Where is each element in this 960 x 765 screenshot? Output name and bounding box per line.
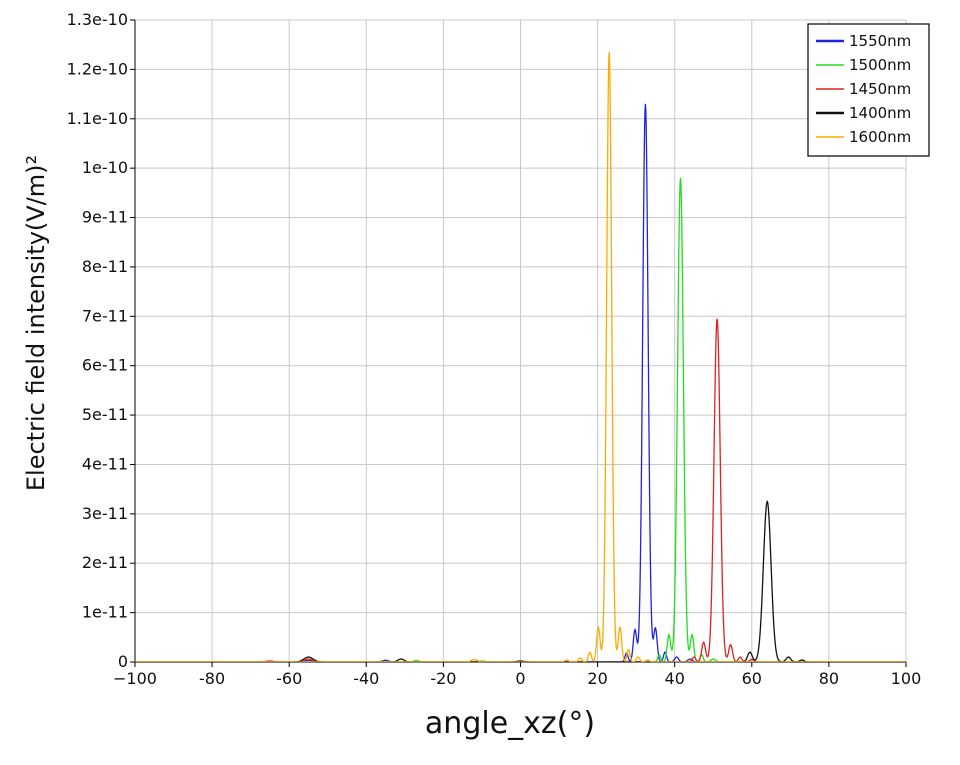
- legend-label: 1400nm: [849, 104, 911, 122]
- x-tick-label: -60: [276, 669, 302, 688]
- x-tick-label: -80: [199, 669, 225, 688]
- legend-box: [807, 23, 930, 157]
- x-tick-label: 80: [819, 669, 839, 688]
- y-tick-label: 0: [118, 652, 128, 671]
- y-tick-label: 2e-11: [82, 553, 128, 572]
- x-tick-label: −100: [113, 669, 157, 688]
- x-tick-label: 60: [742, 669, 762, 688]
- y-tick-label: 4e-11: [82, 454, 128, 473]
- tick-labels: −100 -80 -60 -40 -20 0 20 40 60 80 100 0 1e-11 2e-11 3…: [67, 10, 922, 688]
- legend: 1550nm 1500nm 1450nm 1400nm 1600nm: [807, 23, 930, 157]
- x-tick-label: 40: [665, 669, 685, 688]
- y-tick-label: 5e-11: [82, 405, 128, 424]
- x-tick-label: 20: [587, 669, 607, 688]
- y-tick-label: 9e-11: [82, 208, 128, 227]
- series-line-1400nm: [135, 500, 906, 662]
- y-tick-label: 1e-11: [82, 603, 128, 622]
- y-axis-title: Electric field intensity(V/m)²: [22, 155, 50, 491]
- x-tick-label: -40: [353, 669, 379, 688]
- legend-label: 1600nm: [849, 128, 911, 146]
- y-tick-label: 3e-11: [82, 504, 128, 523]
- y-tick-label: 1.3e-10: [67, 10, 128, 29]
- y-tick-label: 1.1e-10: [67, 109, 128, 128]
- legend-label: 1500nm: [849, 56, 911, 74]
- y-tick-label: 1e-10: [82, 158, 128, 177]
- x-tick-label: 0: [515, 669, 525, 688]
- y-tick-label: 7e-11: [82, 306, 128, 325]
- y-tick-label: 8e-11: [82, 257, 128, 276]
- y-tick-label: 6e-11: [82, 356, 128, 375]
- x-tick-label: -20: [430, 669, 456, 688]
- x-tick-label: 100: [891, 669, 922, 688]
- legend-label: 1450nm: [849, 80, 911, 98]
- y-tick-label: 1.2e-10: [67, 59, 128, 78]
- series-lines: [135, 52, 906, 662]
- grid: [135, 19, 907, 662]
- axes: [130, 19, 907, 667]
- legend-label: 1550nm: [849, 32, 911, 50]
- x-axis-title: angle_xz(°): [425, 706, 595, 741]
